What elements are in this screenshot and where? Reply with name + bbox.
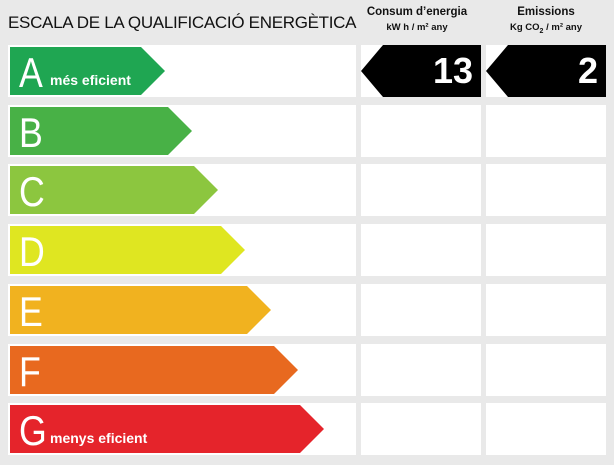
scale-title: ESCALA DE LA QUALIFICACIÓ ENERGÈTICA [8,13,357,32]
class-arrow-b: B [10,107,192,155]
energy-cell-a: 13 [361,45,481,97]
energy-unit: kW h / m² any [386,22,448,33]
arrow-shape [10,286,271,334]
emissions-cell-c [486,164,606,216]
emissions-cell-f [486,344,606,396]
class-letter: B [19,109,43,156]
energy-rating-marker: 13 [361,45,481,102]
emissions-value: 2 [577,50,598,91]
arrow-shape [10,346,298,394]
emissions-cell-e [486,284,606,336]
class-arrow-d: D [10,226,245,274]
emissions-cell-a: 2 [486,45,606,97]
class-letter: A [19,49,43,96]
class-letter: D [19,228,45,275]
energy-heading: Consum d’energia [366,6,468,18]
arrow-shape [10,226,245,274]
class-letter: E [19,288,43,335]
energy-cell-f [361,344,481,396]
energy-cell-c [361,164,481,216]
energy-cell-g [361,403,481,455]
arrow-shape [10,166,218,214]
emissions-cell-b [486,105,606,157]
emissions-cell-g [486,403,606,455]
class-label: més eficient [50,72,131,88]
emissions-column-header: Emissions Kg CO2 / m² any [484,6,608,35]
class-letter: G [19,407,47,454]
class-letter: F [19,348,41,395]
energy-column-header: Consum d’energia kW h / m² any [355,6,479,33]
emissions-heading: Emissions [517,6,575,18]
class-arrow-e: E [10,286,271,334]
class-arrow-c: C [10,166,218,214]
energy-cell-e [361,284,481,336]
emissions-unit: Kg CO2 / m² any [509,22,582,35]
energy-cell-b [361,105,481,157]
class-label: menys eficient [50,430,148,446]
energy-value: 13 [432,50,473,91]
emissions-cell-d [486,224,606,276]
class-letter: C [19,168,45,215]
emissions-rating-marker: 2 [486,45,606,102]
energy-cell-d [361,224,481,276]
arrow-shape [10,405,324,453]
arrow-shape [10,47,165,95]
arrow-shape [10,107,192,155]
class-arrow-f: F [10,346,298,394]
